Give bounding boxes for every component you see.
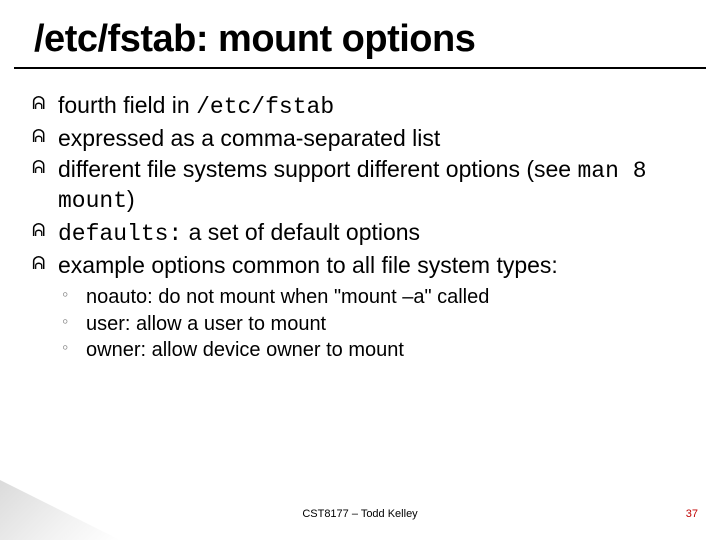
bullet-item: defaults: a set of default options xyxy=(52,218,700,248)
sub-bullet-text: owner: allow device owner to mount xyxy=(86,339,404,361)
bullet-text: a set of default options xyxy=(182,219,420,245)
bullet-text: fourth field in xyxy=(58,92,196,118)
bullet-text: expressed as a comma-separated list xyxy=(58,125,440,151)
sub-bullet-text: noauto: do not mount when "mount –a" cal… xyxy=(86,286,489,308)
slide-title: /etc/fstab: mount options xyxy=(14,0,706,69)
bullet-text: ) xyxy=(127,186,135,212)
code-text: /etc/fstab xyxy=(196,94,334,120)
bullet-list: fourth field in /etc/fstab expressed as … xyxy=(30,91,700,362)
bullet-text: example options common to all file syste… xyxy=(58,252,558,278)
code-text: defaults: xyxy=(58,221,182,247)
bullet-item: fourth field in /etc/fstab xyxy=(52,91,700,121)
slide-body: fourth field in /etc/fstab expressed as … xyxy=(0,69,720,362)
sub-bullet-item: user: allow a user to mount xyxy=(80,312,700,336)
sub-bullet-item: owner: allow device owner to mount xyxy=(80,338,700,362)
sub-bullet-text: user: allow a user to mount xyxy=(86,313,326,335)
bullet-item: example options common to all file syste… xyxy=(52,251,700,362)
page-number: 37 xyxy=(686,508,698,520)
sub-bullet-item: noauto: do not mount when "mount –a" cal… xyxy=(80,285,700,309)
footer-author: CST8177 – Todd Kelley xyxy=(0,508,720,520)
bullet-item: different file systems support different… xyxy=(52,155,700,215)
bullet-item: expressed as a comma-separated list xyxy=(52,124,700,152)
sub-bullet-list: noauto: do not mount when "mount –a" cal… xyxy=(58,285,700,362)
slide: /etc/fstab: mount options fourth field i… xyxy=(0,0,720,540)
bullet-text: different file systems support different… xyxy=(58,156,577,182)
